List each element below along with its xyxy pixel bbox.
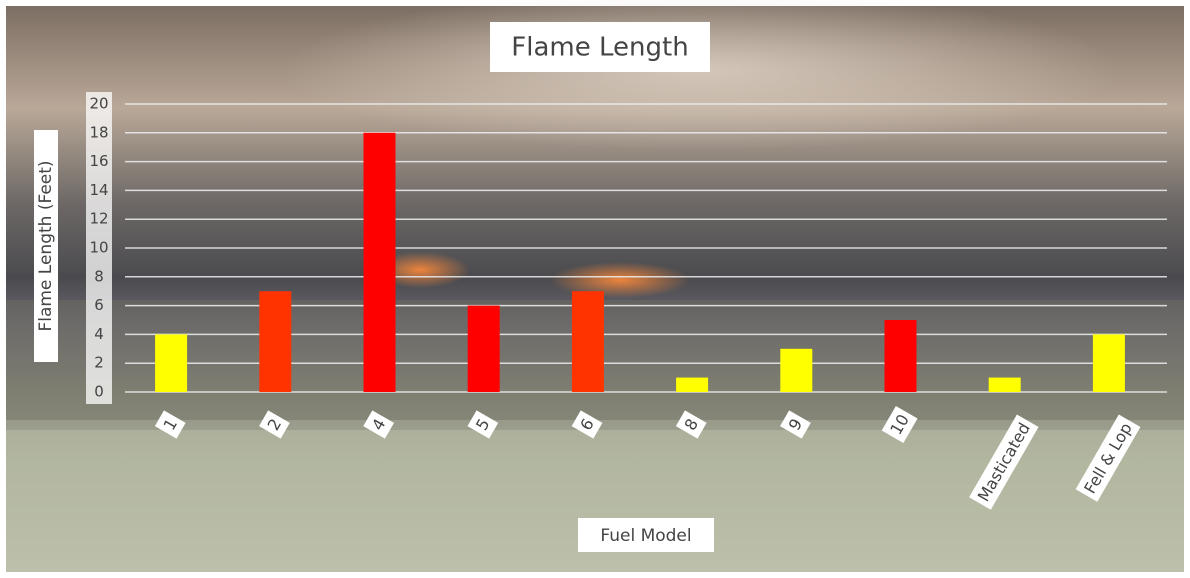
y-tick-label: 0 [94,383,104,401]
chart-title: Flame Length [511,33,688,63]
bar [885,320,917,392]
y-tick-label: 12 [89,210,108,228]
y-tick-label: 6 [94,296,104,314]
bar [676,378,708,392]
bar [468,306,500,392]
y-tick-label: 4 [94,325,104,343]
bar [155,334,187,392]
x-axis-label: Fuel Model [600,526,691,546]
fire [550,262,690,298]
y-tick-label: 18 [89,123,108,141]
bar [780,349,812,392]
bar [989,378,1021,392]
y-tick-label: 8 [94,267,104,285]
y-tick-label: 14 [89,181,108,199]
y-tick-label: 10 [89,239,108,257]
bar [364,133,396,392]
y-tick-label: 16 [89,152,108,170]
y-tick-label: 2 [94,354,104,372]
bar [572,291,604,392]
y-axis-label: Flame Length (Feet) [36,160,56,331]
bar [1093,334,1125,392]
chart: Flame Length Flame Length (Feet) Fuel Mo… [0,0,1190,578]
y-tick-label: 20 [89,95,108,113]
bar [259,291,291,392]
